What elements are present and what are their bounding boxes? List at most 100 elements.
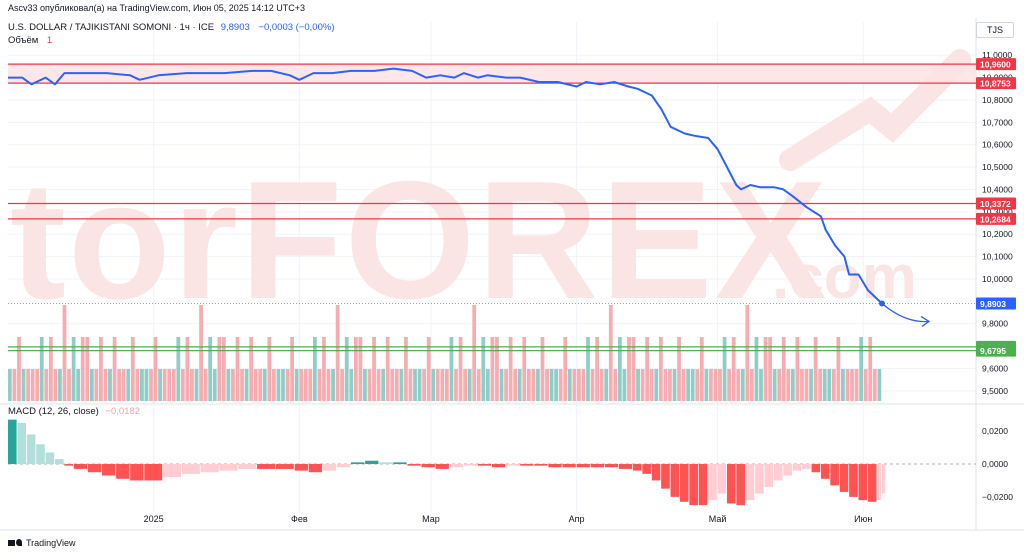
volume-bar xyxy=(208,337,213,401)
volume-bar xyxy=(167,369,172,401)
y-tick-label: 9,6000 xyxy=(982,363,1008,373)
volume-bar xyxy=(604,369,609,401)
footer-brand[interactable]: TradingView xyxy=(8,538,76,548)
volume-bar xyxy=(768,337,772,401)
volume-bar xyxy=(422,369,427,401)
volume-bar xyxy=(554,369,559,401)
macd-bar xyxy=(275,464,294,469)
volume-bar xyxy=(363,369,367,401)
resistance-zone-fill xyxy=(8,64,976,84)
macd-bar xyxy=(698,464,708,506)
volume-bar xyxy=(326,369,331,401)
volume-bar xyxy=(99,337,103,401)
level-label: 10,2684 xyxy=(980,214,1011,224)
volume-bar xyxy=(759,369,763,401)
volume-bar xyxy=(335,305,340,401)
x-tick-label: 2025 xyxy=(144,514,164,524)
volume-bar xyxy=(786,369,791,401)
volume-bar xyxy=(558,369,563,401)
volume-bar xyxy=(312,337,317,401)
volume-bar xyxy=(763,337,768,401)
volume-bar xyxy=(722,337,727,401)
volume-bar xyxy=(872,369,877,401)
volume-bar xyxy=(67,369,71,401)
volume-bar xyxy=(850,369,854,401)
volume-bar xyxy=(636,369,640,401)
macd-bar xyxy=(590,464,604,468)
macd-bar xyxy=(618,464,633,469)
volume-bar xyxy=(859,337,864,401)
volume-bar xyxy=(53,369,58,401)
volume-bar xyxy=(240,369,244,401)
currency-button[interactable]: TJS xyxy=(976,22,1014,38)
y-tick-label: 10,2000 xyxy=(982,229,1013,239)
macd-bar xyxy=(839,464,849,492)
volume-bar xyxy=(171,369,176,401)
volume-bar xyxy=(485,369,490,401)
tradingview-logo-icon xyxy=(8,538,22,548)
volume-legend[interactable]: Объём 1 xyxy=(8,35,52,46)
volume-bar xyxy=(513,369,518,401)
volume-bar xyxy=(658,337,663,401)
volume-bar xyxy=(435,369,440,401)
volume-bar xyxy=(563,337,568,401)
macd-bar xyxy=(219,464,238,471)
price-series[interactable] xyxy=(8,67,976,327)
macd-name[interactable]: MACD (12, 26, close) xyxy=(8,406,99,417)
macd-bar xyxy=(393,462,407,464)
volume-bar xyxy=(149,369,153,401)
macd-bar xyxy=(477,464,492,466)
watermark-arrow-icon xyxy=(779,49,971,171)
macd-legend[interactable]: MACD (12, 26, close) −0,0182 xyxy=(8,406,140,417)
volume-name[interactable]: Объём xyxy=(8,35,39,46)
volume-bar xyxy=(135,369,140,401)
volume-bar xyxy=(549,369,554,401)
volume-bar xyxy=(85,337,90,401)
macd-bar xyxy=(17,422,26,464)
volume-bar xyxy=(235,337,240,401)
volume-bar xyxy=(581,369,586,401)
symbol-legend[interactable]: U.S. DOLLAR / TAJIKISTANI SOMONI · 1ч · … xyxy=(8,22,334,33)
y-tick-label: 10,4000 xyxy=(982,184,1013,194)
macd-bar xyxy=(36,444,45,464)
volume-bar xyxy=(294,369,299,401)
symbol-name[interactable]: U.S. DOLLAR / TAJIKISTANI SOMONI · 1ч · … xyxy=(8,22,215,33)
volume-bar xyxy=(713,369,718,401)
level-label-box xyxy=(976,212,1016,225)
macd-bar xyxy=(435,464,449,469)
volume-bar xyxy=(390,369,395,401)
level-label: 10,8753 xyxy=(980,79,1011,89)
macd-bar xyxy=(679,464,689,502)
volume-bar xyxy=(408,369,413,401)
volume-bar xyxy=(331,369,335,401)
volume-bar xyxy=(262,369,267,401)
volume-bar xyxy=(303,369,308,401)
volume-bar xyxy=(372,337,376,401)
macd-bar xyxy=(130,464,144,481)
price-line xyxy=(8,67,883,305)
volume-bar xyxy=(267,337,272,401)
macd-tick-label: 0,0000 xyxy=(982,459,1008,469)
resistance-zone xyxy=(8,64,976,84)
macd-bar xyxy=(642,464,651,474)
volume-bar xyxy=(231,369,235,401)
volume-bar xyxy=(12,369,17,401)
volume-bar xyxy=(39,337,44,401)
volume-bar xyxy=(404,337,408,401)
macd-bar xyxy=(294,464,308,471)
macd-bar xyxy=(736,464,745,506)
macd-bar xyxy=(661,464,670,489)
macd-bar xyxy=(867,464,877,502)
volume-bar xyxy=(695,369,700,401)
horizontal-levels[interactable] xyxy=(8,63,976,352)
x-tick-label: Фев xyxy=(291,514,308,524)
volume-bar xyxy=(117,369,122,401)
volume-bar xyxy=(750,369,754,401)
y-tick-label: 10,1000 xyxy=(982,252,1013,262)
volume-bar xyxy=(30,369,35,401)
volume-bar xyxy=(290,337,294,401)
macd-bar xyxy=(858,464,868,501)
macd-bar xyxy=(463,464,478,466)
